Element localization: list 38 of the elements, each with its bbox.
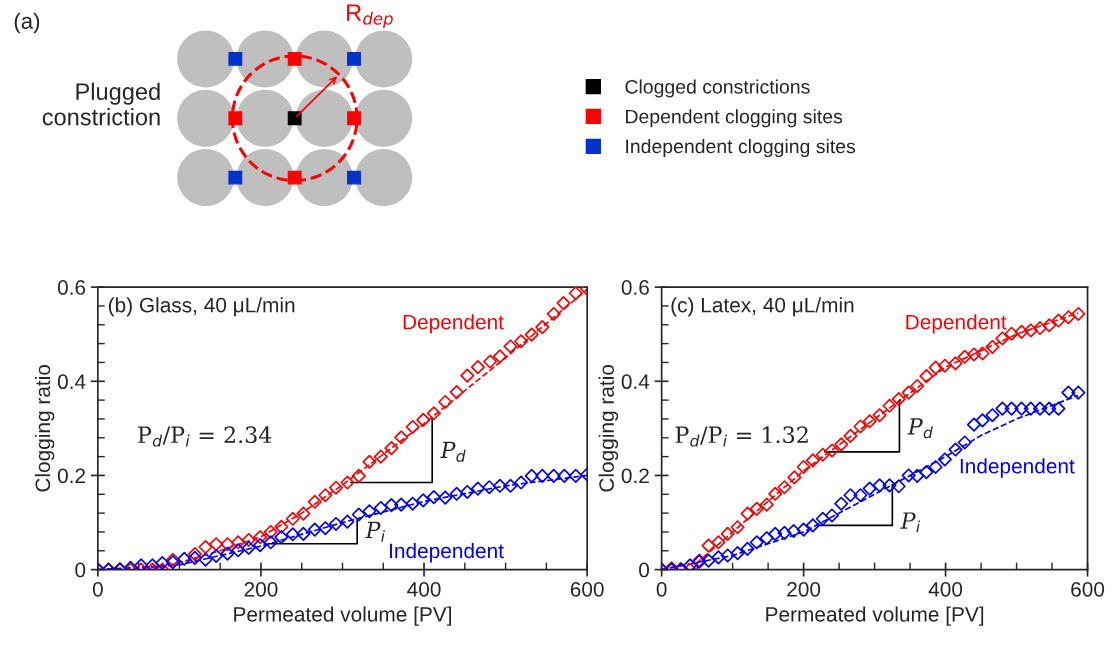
series-label: Independent bbox=[960, 458, 1075, 478]
legend-label: Dependent clogging sites bbox=[626, 109, 843, 128]
legend-label: Clogged constrictions bbox=[625, 79, 810, 98]
y-tick-label: 0.2 bbox=[57, 468, 86, 484]
y-tick-label: 0 bbox=[639, 562, 650, 578]
annotation: P$_{i}$ bbox=[365, 521, 385, 542]
y-axis-title: Clogging ratio bbox=[598, 364, 619, 492]
x-tick-label: 200 bbox=[244, 581, 278, 597]
chart-title: (b) Glass, 40 μL/min bbox=[108, 297, 295, 317]
y-axis-title: Clogging ratio bbox=[34, 364, 55, 492]
annotation: P$_{d}$ bbox=[440, 441, 466, 462]
y-tick-label: 0.2 bbox=[621, 468, 649, 484]
annotation: P$_{i}$ bbox=[900, 512, 921, 533]
series-label: Independent bbox=[390, 542, 504, 563]
x-axis-title: Permeated volume [PV] bbox=[234, 606, 452, 626]
y-tick-label: 0.6 bbox=[621, 280, 649, 295]
series-label: Dependent bbox=[906, 314, 1007, 334]
chart-title: (c) Latex, 40 μL/min bbox=[671, 297, 854, 317]
x-tick-label: 0 bbox=[656, 581, 667, 597]
annotation: P$_{d}$ bbox=[907, 418, 933, 439]
x-tick-label: 600 bbox=[1071, 581, 1105, 597]
x-tick-label: 600 bbox=[570, 581, 604, 597]
text: Plugged constriction bbox=[42, 82, 160, 126]
y-tick-label: 0 bbox=[75, 562, 86, 578]
x-tick-label: 200 bbox=[787, 581, 821, 597]
x-tick-label: 400 bbox=[928, 581, 963, 597]
y-tick-label: 0.4 bbox=[621, 374, 650, 390]
annotation: P$_{d}$/P$_{i}$ = 1.32 bbox=[675, 426, 808, 447]
x-axis-title: Permeated volume [PV] bbox=[766, 606, 984, 626]
annotation: P$_{d}$/P$_{i}$ = 2.34 bbox=[138, 426, 272, 447]
x-tick-label: 0 bbox=[92, 581, 103, 597]
text: R$_{dep}$ bbox=[347, 4, 393, 28]
x-tick-label: 400 bbox=[407, 581, 441, 597]
legend-label: Independent clogging sites bbox=[626, 138, 856, 158]
series-label: Dependent bbox=[403, 314, 504, 334]
y-tick-label: 0.4 bbox=[57, 374, 86, 390]
y-tick-label: 0.6 bbox=[57, 280, 86, 295]
text: (a) bbox=[14, 12, 40, 34]
